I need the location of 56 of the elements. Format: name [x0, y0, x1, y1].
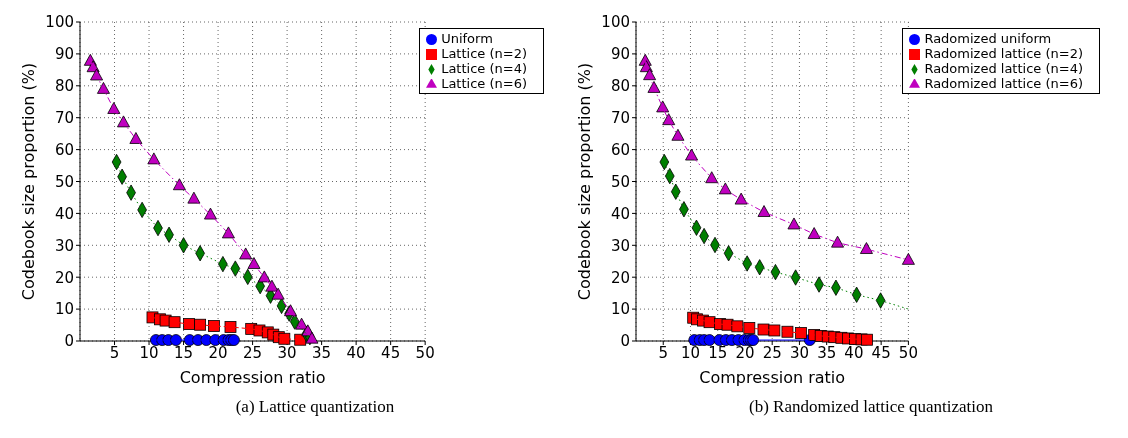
x-tick-label: 30: [277, 343, 297, 362]
x-tick-label: 50: [415, 343, 435, 362]
x-tick-label: 20: [735, 343, 755, 362]
y-tick-label: 20: [610, 268, 630, 287]
x-tick-label: 25: [762, 343, 782, 362]
y-tick-label: 80: [54, 77, 74, 96]
y-tick-label: 70: [54, 109, 74, 128]
x-tick-label: 35: [312, 343, 332, 362]
y-tick-label: 50: [54, 172, 74, 191]
y-tick-label: 40: [54, 204, 74, 223]
y-tick-label: 20: [54, 268, 74, 287]
legend-label: Lattice (n=4): [441, 61, 527, 76]
x-tick-label: 5: [109, 343, 120, 362]
x-tick-label: 20: [208, 343, 228, 362]
y-tick-label: 0: [620, 332, 630, 351]
x-tick-label: 40: [844, 343, 864, 362]
text: (a) Lattice quantization: [234, 397, 396, 417]
x-tick-label: 45: [381, 343, 401, 362]
x-tick-label: 45: [871, 343, 891, 362]
legend-label: Radomized lattice (n=6): [924, 76, 1083, 91]
y-tick-label: 10: [54, 300, 74, 319]
x-tick-label: 30: [789, 343, 809, 362]
legend-label: Radomized lattice (n=2): [924, 46, 1083, 61]
legend-label: Lattice (n=2): [441, 46, 527, 61]
x-axis-title: Compression ratio: [179, 368, 326, 387]
x-tick-label: 10: [139, 343, 159, 362]
legend-label: Radomized lattice (n=4): [924, 61, 1083, 76]
y-tick-label: 80: [610, 77, 630, 96]
text: (b) Randomized lattice quantization: [747, 397, 995, 417]
x-tick-label: 40: [346, 343, 366, 362]
y-axis-title: Codebook size proportion (%): [574, 62, 594, 301]
y-tick-label: 100: [601, 13, 630, 32]
x-tick-label: 15: [708, 343, 728, 362]
y-tick-label: 90: [610, 45, 630, 64]
y-tick-label: 50: [610, 172, 630, 191]
y-tick-label: 10: [610, 300, 630, 319]
y-tick-label: 70: [610, 109, 630, 128]
x-tick-label: 5: [658, 343, 669, 362]
x-tick-label: 35: [817, 343, 837, 362]
legend-label: Lattice (n=6): [441, 76, 527, 91]
y-axis-title: Codebook size proportion (%): [18, 62, 38, 301]
x-tick-label: 10: [680, 343, 701, 362]
x-tick-label: 15: [174, 343, 194, 362]
y-tick-label: 100: [45, 13, 74, 32]
legend-label: Radomized uniform: [924, 31, 1052, 46]
y-tick-label: 40: [610, 204, 630, 223]
y-tick-label: 90: [54, 45, 74, 64]
y-tick-label: 60: [54, 140, 74, 159]
x-tick-label: 25: [243, 343, 263, 362]
y-tick-label: 30: [610, 236, 630, 255]
y-tick-label: 60: [610, 140, 630, 159]
y-tick-label: 30: [54, 236, 74, 255]
x-tick-label: 50: [898, 343, 918, 362]
y-tick-label: 0: [64, 332, 74, 351]
legend-label: Uniform: [441, 31, 493, 46]
x-axis-title: Compression ratio: [699, 368, 846, 387]
